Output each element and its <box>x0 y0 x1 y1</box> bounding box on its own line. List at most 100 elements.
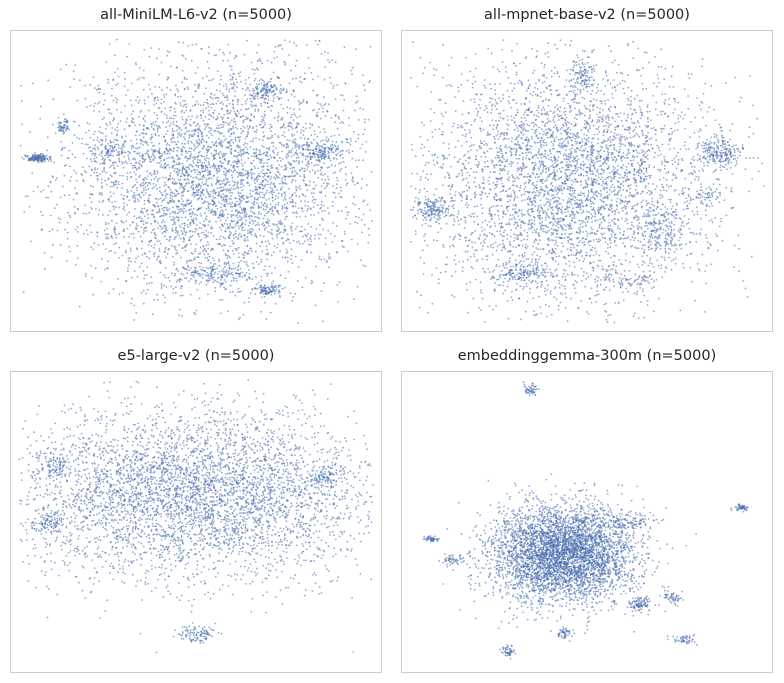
scatter-point <box>181 209 184 212</box>
scatter-point <box>565 79 568 81</box>
scatter-point <box>313 108 316 111</box>
scatter-point <box>255 276 257 279</box>
scatter-point <box>54 132 57 134</box>
scatter-point <box>167 179 170 182</box>
scatter-point <box>297 156 300 159</box>
scatter-point <box>339 155 342 157</box>
scatter-point <box>168 148 171 150</box>
scatter-point <box>132 185 135 188</box>
scatter-point <box>40 190 42 193</box>
scatter-point <box>240 181 243 184</box>
scatter-point <box>165 183 168 186</box>
scatter-point <box>130 147 133 150</box>
scatter-point <box>164 126 167 128</box>
scatter-point <box>268 219 271 222</box>
scatter-point <box>214 97 217 100</box>
scatter-point <box>129 171 132 174</box>
scatter-point <box>269 154 272 157</box>
scatter-point <box>195 116 198 119</box>
scatter-point <box>68 214 71 217</box>
scatter-point <box>272 86 275 89</box>
scatter-point <box>579 226 582 229</box>
scatter-point <box>180 287 182 290</box>
scatter-point <box>270 91 273 94</box>
scatter-point <box>207 105 210 108</box>
scatter-point <box>270 181 273 184</box>
scatter-point <box>236 184 239 186</box>
scatter-point <box>110 94 113 97</box>
scatter-point <box>247 239 249 242</box>
scatter-point <box>175 229 177 232</box>
scatter-point <box>183 222 186 225</box>
scatter-point <box>195 43 198 46</box>
scatter-point <box>255 86 257 89</box>
scatter-point <box>261 115 263 118</box>
scatter-point <box>331 140 334 143</box>
scatter-point <box>229 233 231 236</box>
scatter-point <box>226 99 229 101</box>
scatter-point <box>199 252 202 255</box>
scatter-point <box>41 152 44 155</box>
scatter-point <box>130 82 133 85</box>
scatter-point <box>299 188 302 191</box>
scatter-point <box>98 110 101 113</box>
scatter-point <box>232 253 235 256</box>
scatter-point <box>206 241 209 244</box>
scatter-point <box>278 164 280 166</box>
scatter-point <box>179 210 182 213</box>
scatter-point <box>240 186 243 189</box>
scatter-point <box>185 166 188 169</box>
scatter-point <box>60 125 62 128</box>
scatter-point <box>245 89 247 91</box>
scatter-point <box>98 153 101 156</box>
scatter-point <box>239 219 242 221</box>
scatter-point <box>235 236 238 238</box>
scatter-point <box>212 163 215 166</box>
scatter-point <box>266 102 269 105</box>
scatter-point <box>259 234 262 237</box>
scatter-point <box>290 248 293 251</box>
scatter-point <box>324 179 326 182</box>
scatter-point <box>176 158 179 161</box>
scatter-point <box>327 175 329 178</box>
scatter-point <box>299 230 301 233</box>
scatter-point <box>196 214 199 217</box>
scatter-point <box>200 227 203 230</box>
scatter-point <box>218 217 221 219</box>
scatter-point <box>294 151 297 154</box>
scatter-point <box>273 176 275 179</box>
scatter-point <box>207 160 210 163</box>
scatter-point <box>74 64 76 66</box>
scatter-point <box>279 126 282 129</box>
scatter-point <box>339 122 342 124</box>
scatter-point <box>320 290 323 292</box>
scatter-point <box>594 213 597 216</box>
scatter-point <box>168 240 171 242</box>
scatter-point <box>186 130 189 133</box>
scatter-point <box>188 123 191 126</box>
scatter-point <box>212 281 215 284</box>
scatter-point <box>144 140 147 143</box>
scatter-point <box>104 145 106 148</box>
scatter-point <box>657 77 660 80</box>
scatter-point <box>325 136 328 139</box>
scatter-point <box>168 117 171 119</box>
scatter-point <box>283 131 286 134</box>
scatter-point <box>213 167 216 170</box>
scatter-point <box>192 191 195 194</box>
scatter-point <box>327 138 330 141</box>
scatter-point <box>114 54 116 57</box>
scatter-point <box>300 102 303 104</box>
scatter-point <box>263 121 266 124</box>
scatter-point <box>151 187 154 190</box>
scatter-point <box>163 113 166 115</box>
scatter-point <box>309 155 312 158</box>
scatter-point <box>156 188 158 191</box>
scatter-point <box>338 162 340 165</box>
scatter-point <box>282 242 284 245</box>
scatter-point <box>345 173 347 176</box>
scatter-point <box>368 81 371 84</box>
scatter-point <box>253 98 256 101</box>
scatter-point <box>120 111 123 114</box>
scatter-point <box>95 161 98 164</box>
